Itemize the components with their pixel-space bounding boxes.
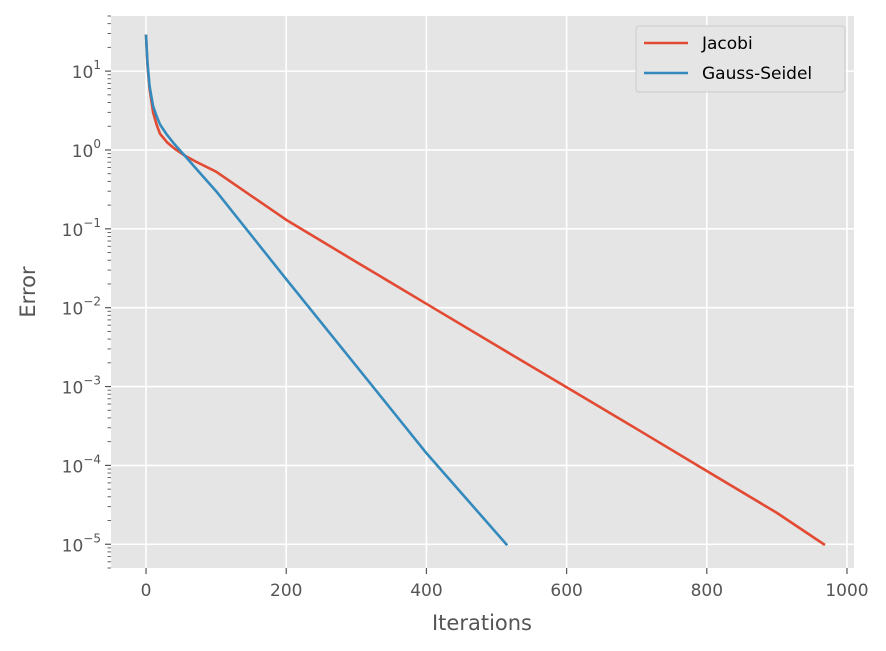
ticks: 0 200 400 600 800 1000 10−5 10−4 10−3 10−2 10−1 100… (62, 15, 869, 601)
plot-area (111, 16, 854, 568)
series-line-gauss-seidel (144, 34, 509, 547)
y-tick-label: 100 (72, 137, 101, 162)
x-tick-label: 600 (550, 581, 582, 601)
x-axis-label: Iterations (432, 611, 532, 635)
y-tick-label: 10−5 (62, 531, 101, 556)
legend-box (635, 25, 846, 93)
legend: Jacobi Gauss-Seidel (635, 25, 846, 93)
x-tick-label: 400 (410, 581, 442, 601)
series-line-jacobi (144, 34, 826, 547)
series-group (144, 34, 826, 547)
y-tick-label: 10−4 (62, 452, 101, 477)
x-tick-label: 0 (141, 581, 152, 601)
y-tick-label: 10−1 (62, 216, 101, 241)
y-tick-label: 10−2 (62, 295, 101, 320)
y-axis-label: Error (16, 266, 40, 318)
x-tick-label: 800 (691, 581, 723, 601)
x-tick-label: 1000 (825, 581, 868, 601)
legend-label: Jacobi (701, 34, 753, 54)
legend-label: Gauss-Seidel (702, 64, 812, 84)
y-tick-label: 101 (72, 58, 101, 83)
x-tick-label: 200 (270, 581, 302, 601)
y-tick-label: 10−3 (62, 374, 101, 399)
